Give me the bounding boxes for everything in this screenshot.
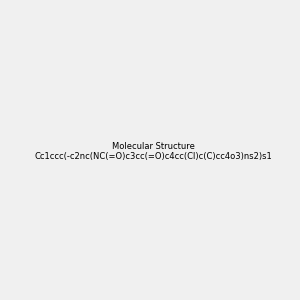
Text: Molecular Structure
Cc1ccc(-c2nc(NC(=O)c3cc(=O)c4cc(Cl)c(C)cc4o3)ns2)s1: Molecular Structure Cc1ccc(-c2nc(NC(=O)c… <box>35 142 273 161</box>
